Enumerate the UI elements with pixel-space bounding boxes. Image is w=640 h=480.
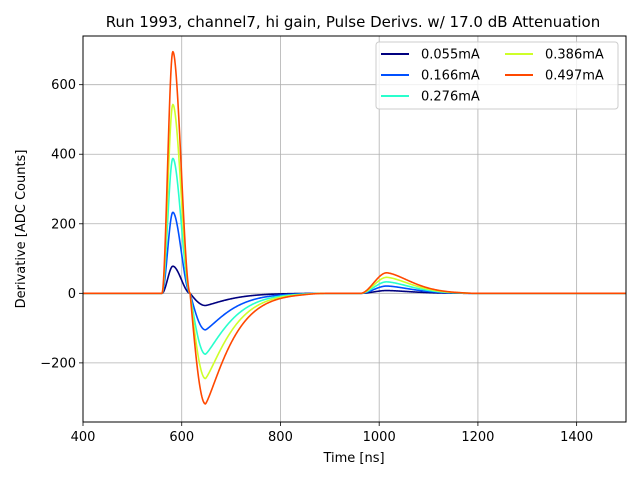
y-tick-label: 400 <box>51 148 76 163</box>
legend-label: 0.497mA <box>545 69 604 84</box>
x-tick-label: 1200 <box>461 430 494 445</box>
legend-label: 0.386mA <box>545 48 604 63</box>
series-line-4 <box>83 50 626 405</box>
x-tick-label: 1400 <box>560 430 593 445</box>
plot-area <box>83 50 626 405</box>
legend: 0.055mA 0.166mA 0.276mA 0.386mA 0.497mA <box>375 41 619 110</box>
y-axis: −200 0 200 400 600 <box>40 78 83 371</box>
y-tick-label: 200 <box>51 217 76 232</box>
y-tick-label: 600 <box>51 78 76 93</box>
x-tick-label: 400 <box>71 430 96 445</box>
x-tick-label: 800 <box>268 430 293 445</box>
legend-label: 0.055mA <box>421 48 480 63</box>
series-lines <box>83 50 626 405</box>
x-tick-label: 600 <box>169 430 194 445</box>
plot-frame <box>82 35 627 423</box>
chart-title: Run 1993, channel7, hi gain, Pulse Deriv… <box>106 13 600 31</box>
legend-box <box>375 41 619 110</box>
x-axis-label: Time [ns] <box>322 451 384 466</box>
x-axis: 400 600 800 1000 1200 1400 <box>71 422 593 445</box>
y-axis-label: Derivative [ADC Counts] <box>14 150 29 309</box>
legend-label: 0.276mA <box>421 90 480 105</box>
y-tick-label: −200 <box>40 356 76 371</box>
y-tick-label: 0 <box>68 287 76 302</box>
legend-label: 0.166mA <box>421 69 480 84</box>
x-tick-label: 1000 <box>363 430 396 445</box>
